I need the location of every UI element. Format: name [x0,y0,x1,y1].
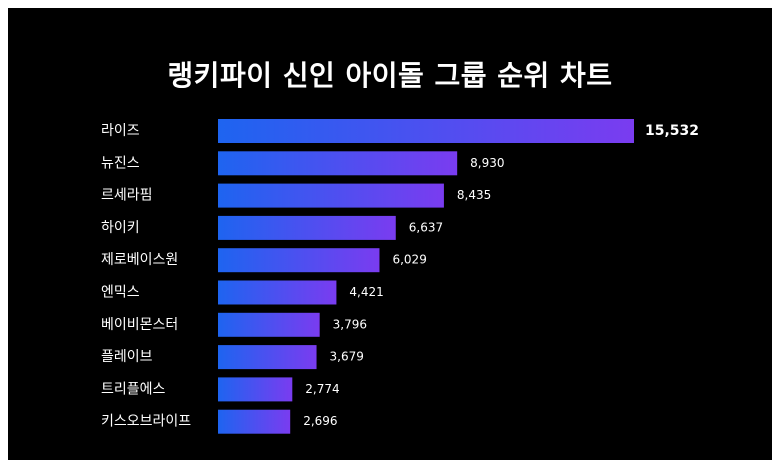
bar [218,312,320,337]
value-label: 6,029 [392,253,426,267]
value-label: 6,637 [409,220,443,234]
category-label: 뉴진스 [101,155,140,171]
category-label: 베이비몬스터 [101,317,178,333]
bar [218,248,380,273]
value-label: 8,435 [457,188,491,202]
bar [218,409,291,434]
bar [218,151,458,176]
bar [218,183,444,208]
bar [218,119,634,143]
bar [218,377,293,402]
category-label: 르세라핌 [101,188,153,204]
value-label: 3,796 [333,317,367,331]
bar [218,345,317,370]
bar-chart: 라이즈 15,532 뉴진스 8,930 르세라핌 8,435 하이키 6,637 제로베이스원… [101,119,699,434]
chart-frame: 랭키파이 신인 아이돌 그룹 순위 차트 라이즈 15,532 뉴진스 8,930 르세… [8,8,772,460]
bar [218,280,337,305]
category-label: 하이키 [101,220,140,236]
value-label: 2,696 [303,414,337,428]
chart-title: 랭키파이 신인 아이돌 그룹 순위 차트 [167,59,613,92]
category-label: 키스오브라이프 [101,414,191,430]
value-label: 2,774 [305,382,339,396]
category-label: 라이즈 [101,123,140,139]
value-label: 8,930 [470,156,504,170]
bar [218,215,396,240]
category-label: 트리플에스 [101,381,166,397]
value-label: 15,532 [645,123,699,139]
value-label: 3,679 [330,350,364,364]
category-label: 플레이브 [101,349,153,365]
value-label: 4,421 [349,285,383,299]
category-label: 제로베이스원 [101,252,178,268]
category-label: 엔믹스 [101,285,140,301]
